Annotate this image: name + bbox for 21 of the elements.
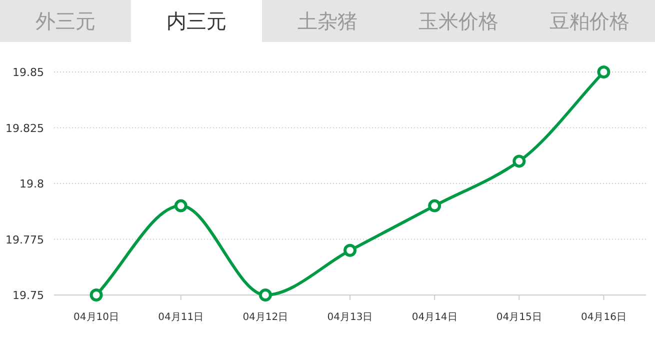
tabs: 外三元 内三元 土杂猪 玉米价格 豆粕价格 bbox=[0, 0, 655, 42]
point bbox=[344, 244, 356, 257]
x-tick-label: 04月15日 bbox=[496, 312, 542, 323]
y-tick-label: 19.8 bbox=[20, 178, 44, 190]
y-tick-label: 19.775 bbox=[6, 233, 44, 246]
y-tick-label: 19.85 bbox=[12, 66, 44, 79]
point bbox=[258, 288, 272, 302]
x-tick-label: 04月12日 bbox=[242, 312, 288, 323]
x-tick-label: 04月14日 bbox=[412, 312, 458, 323]
point bbox=[90, 288, 103, 302]
chart-title: 内三元 bbox=[166, 9, 226, 33]
point bbox=[597, 66, 610, 78]
x-tick-label: 04月13日 bbox=[327, 312, 373, 323]
point bbox=[174, 199, 188, 212]
point bbox=[512, 154, 526, 168]
x-tick-label: 04月10日 bbox=[74, 312, 120, 323]
x-tick-label: 04月11日 bbox=[158, 312, 204, 323]
x-tick-label: 04月16日 bbox=[580, 312, 626, 323]
point bbox=[428, 199, 442, 212]
y-tick-label: 19.75 bbox=[12, 289, 44, 302]
y-tick-label: 19.825 bbox=[6, 122, 44, 135]
